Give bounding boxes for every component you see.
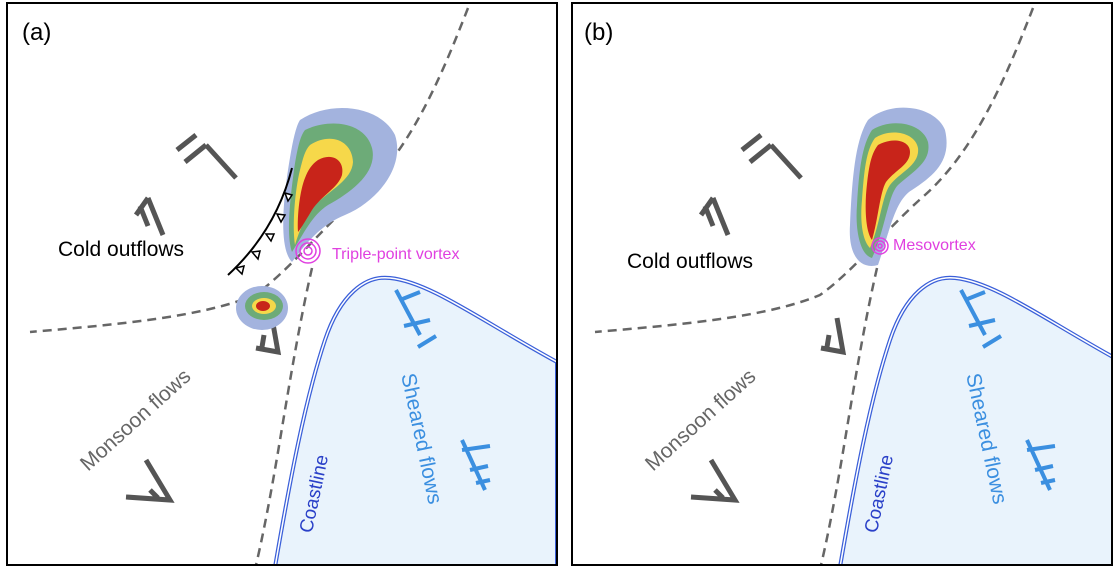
- cell-red: [256, 301, 270, 311]
- vortex-label: Mesovortex: [893, 237, 976, 254]
- figure: (a) Cold outflows Triple-point vortex Mo…: [0, 0, 1115, 567]
- vortex-label: Triple-point vortex: [332, 246, 459, 263]
- gust-front: [228, 168, 292, 275]
- background: [30, 8, 557, 567]
- panel-a: (a) Cold outflows Triple-point vortex Mo…: [7, 3, 557, 567]
- panel-label: (a): [22, 19, 51, 46]
- vortex-icon: [296, 239, 320, 263]
- cold-outflows-label: Cold outflows: [58, 238, 184, 261]
- cold-outflows-label: Cold outflows: [627, 250, 753, 273]
- monsoon-label: Monsoon flows: [641, 365, 760, 476]
- monsoon-label: Monsoon flows: [76, 365, 195, 476]
- panel-label: (b): [584, 19, 613, 46]
- panel-b: (b) Cold outflows Mesovortex Monsoon flo…: [572, 3, 1115, 567]
- background: [595, 8, 1115, 567]
